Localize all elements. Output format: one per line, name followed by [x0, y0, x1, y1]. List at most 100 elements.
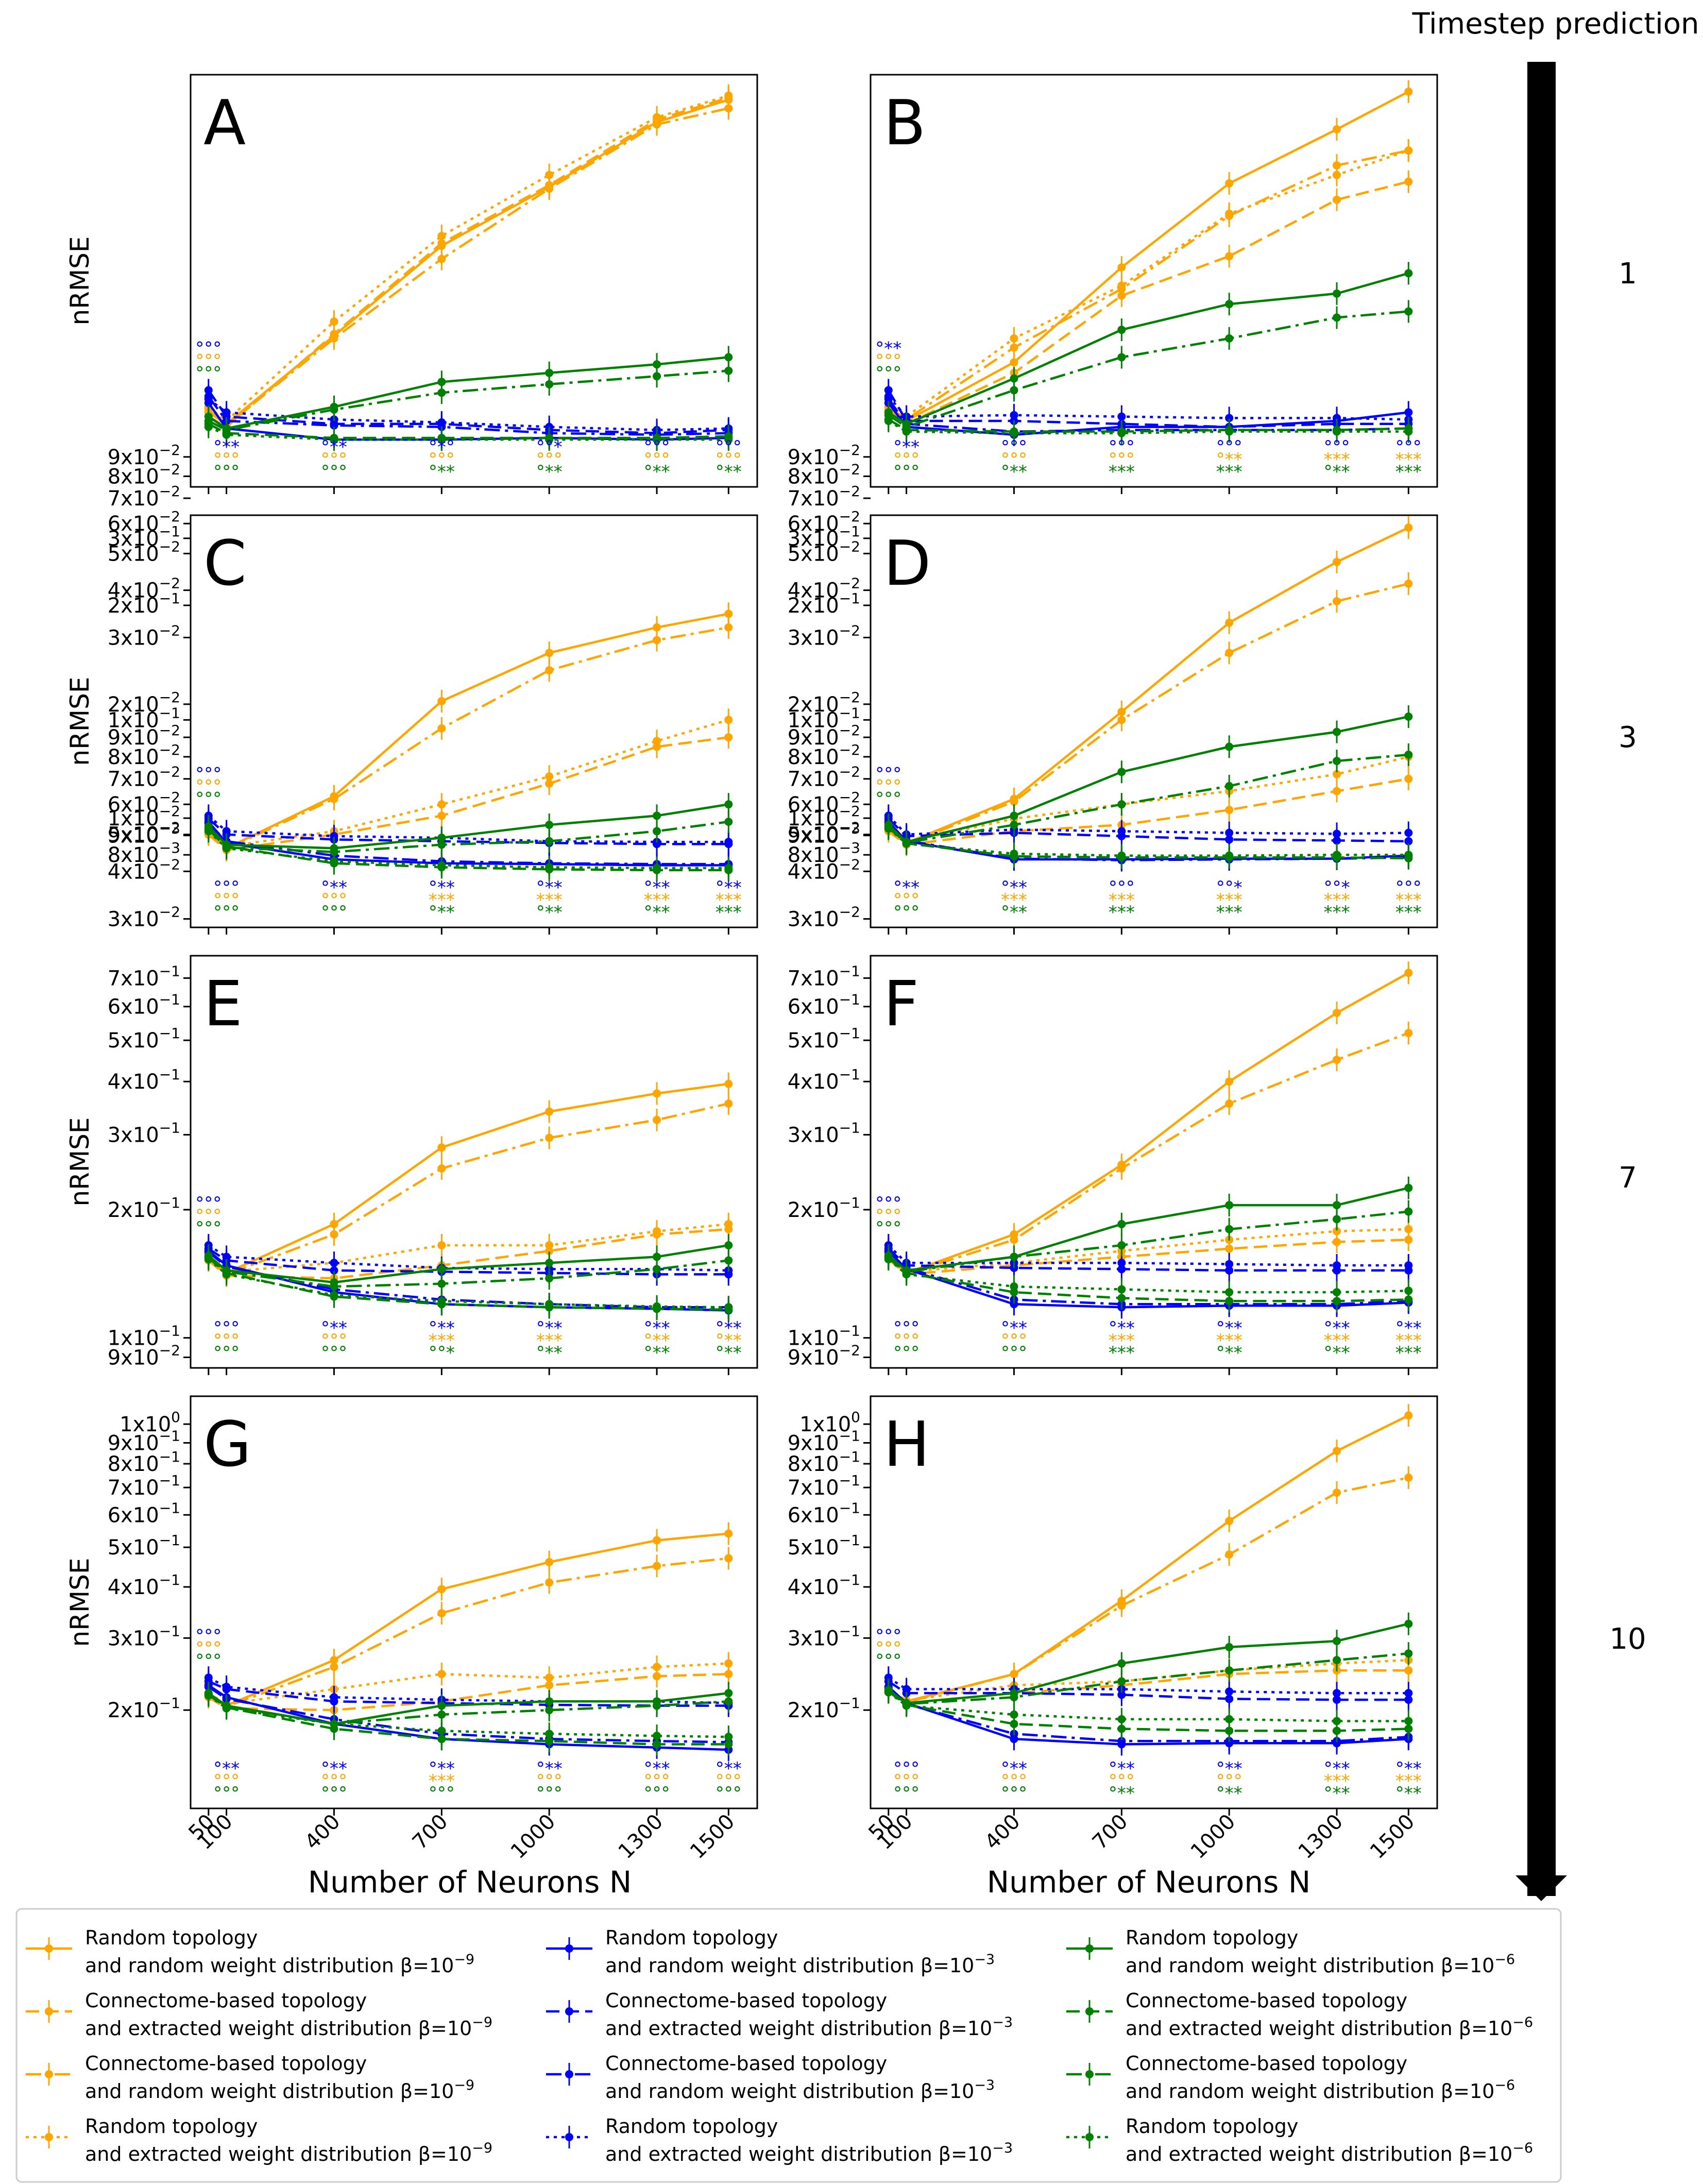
data-point — [1010, 411, 1018, 419]
significance-marker: °°° — [1109, 877, 1135, 898]
significance-marker: °°° — [1109, 1771, 1135, 1791]
data-point — [1117, 281, 1126, 290]
y-tick-label: 5x10−1 — [108, 1025, 180, 1053]
data-point — [1010, 1693, 1018, 1702]
significance-marker: °** — [1324, 462, 1350, 482]
y-tick-label: 9x10−2 — [788, 1342, 860, 1369]
data-point — [330, 435, 338, 444]
legend-label-line1: Random topology — [605, 1926, 778, 1949]
significance-marker: °°° — [536, 449, 563, 470]
significance-marker: °°° — [644, 449, 670, 470]
significance-marker: °** — [429, 462, 455, 482]
data-point — [724, 1256, 733, 1265]
data-point — [330, 794, 338, 803]
data-point — [437, 1241, 446, 1249]
y-tick-exponent: −1 — [839, 1323, 860, 1340]
significance-marker: °°° — [716, 1771, 742, 1791]
data-point — [1333, 557, 1341, 566]
data-point — [1333, 313, 1341, 322]
legend-label-line1: Connectome-based topology — [85, 2052, 367, 2075]
significance-marker: *** — [1109, 1343, 1135, 1363]
legend-swatch-marker — [1085, 2133, 1094, 2141]
legend-label-line2: and random weight distribution β=10−9 — [85, 1952, 474, 1977]
significance-marker: °°° — [195, 1206, 222, 1226]
data-point — [1117, 429, 1126, 437]
data-point — [1404, 146, 1413, 155]
y-tick-exponent: −1 — [159, 1695, 180, 1712]
legend-label-line1: Connectome-based topology — [605, 2052, 887, 2075]
data-point — [1117, 326, 1126, 334]
legend-swatch-marker — [45, 2070, 53, 2078]
data-point — [724, 716, 733, 724]
data-point — [724, 817, 733, 826]
significance-marker: °°° — [195, 338, 222, 359]
data-point — [545, 1274, 554, 1283]
y-tick-exponent: −1 — [839, 1194, 860, 1211]
y-tick-label: 3x10−2 — [788, 622, 860, 650]
significance-marker: °°° — [213, 1771, 240, 1791]
significance-marker: °** — [1395, 1318, 1422, 1339]
significance-marker: *** — [1216, 462, 1242, 482]
axes-frame — [190, 74, 758, 488]
data-point — [653, 1562, 661, 1570]
timestep-arrow-head — [1515, 1875, 1567, 1901]
axes-frame — [190, 514, 758, 928]
significance-marker: °** — [213, 1758, 240, 1779]
data-point — [724, 1303, 733, 1312]
data-point — [1404, 712, 1413, 721]
panel-letter: C — [203, 528, 247, 600]
legend-swatch-marker — [1085, 2007, 1094, 2016]
significance-marker: *** — [1216, 1330, 1242, 1351]
data-point — [1225, 1666, 1234, 1675]
data-point — [902, 839, 911, 848]
y-tick-exponent: −1 — [159, 1025, 180, 1042]
significance-marker: °°° — [875, 1638, 901, 1658]
data-point — [1117, 1241, 1126, 1249]
data-point — [545, 837, 554, 845]
data-point — [330, 1663, 338, 1671]
significance-marker: °** — [213, 437, 240, 458]
data-point — [653, 827, 661, 836]
data-point — [330, 405, 338, 414]
data-point — [1010, 820, 1018, 829]
data-point — [1225, 649, 1234, 657]
y-tick-exponent: −2 — [839, 461, 860, 478]
panel-letter: D — [883, 528, 931, 600]
data-point — [1333, 757, 1341, 766]
data-point — [1225, 300, 1234, 309]
significance-marker: °°° — [644, 437, 670, 458]
significance-marker: °** — [716, 1330, 742, 1351]
data-point — [1404, 523, 1413, 532]
data-point — [1404, 87, 1413, 96]
significance-marker: °** — [1395, 1758, 1422, 1779]
data-point — [653, 113, 661, 122]
data-point — [1333, 851, 1341, 859]
data-point — [545, 863, 554, 872]
data-point — [653, 360, 661, 369]
data-point — [724, 800, 733, 809]
legend-label-exponent: −9 — [454, 1952, 474, 1968]
data-point — [1117, 1285, 1126, 1294]
panel-C: C3x10−12x10−11x10−19x10−28x10−27x10−26x1… — [65, 514, 758, 935]
data-point — [545, 184, 554, 193]
y-tick-exponent: 0 — [851, 1409, 860, 1426]
data-point — [902, 1685, 911, 1694]
significance-marker: °** — [1324, 1318, 1350, 1339]
data-point — [653, 864, 661, 872]
data-point — [545, 649, 554, 657]
y-tick-exponent: −2 — [159, 741, 180, 758]
data-point — [545, 1300, 554, 1309]
significance-marker: °°* — [536, 437, 563, 458]
data-point — [1404, 828, 1413, 837]
data-point — [222, 1252, 231, 1261]
significance-marker: *** — [1109, 902, 1135, 923]
y-tick-exponent: −1 — [839, 1532, 860, 1549]
significance-marker: °°° — [195, 764, 222, 784]
data-point — [1225, 179, 1234, 188]
significance-marker: *** — [1395, 1771, 1422, 1791]
y-axis-title: nRMSE — [65, 1558, 95, 1647]
significance-marker: °** — [1216, 1343, 1242, 1363]
y-tick-exponent: −1 — [159, 704, 180, 721]
data-point — [1225, 1726, 1234, 1735]
data-point — [902, 1701, 911, 1710]
